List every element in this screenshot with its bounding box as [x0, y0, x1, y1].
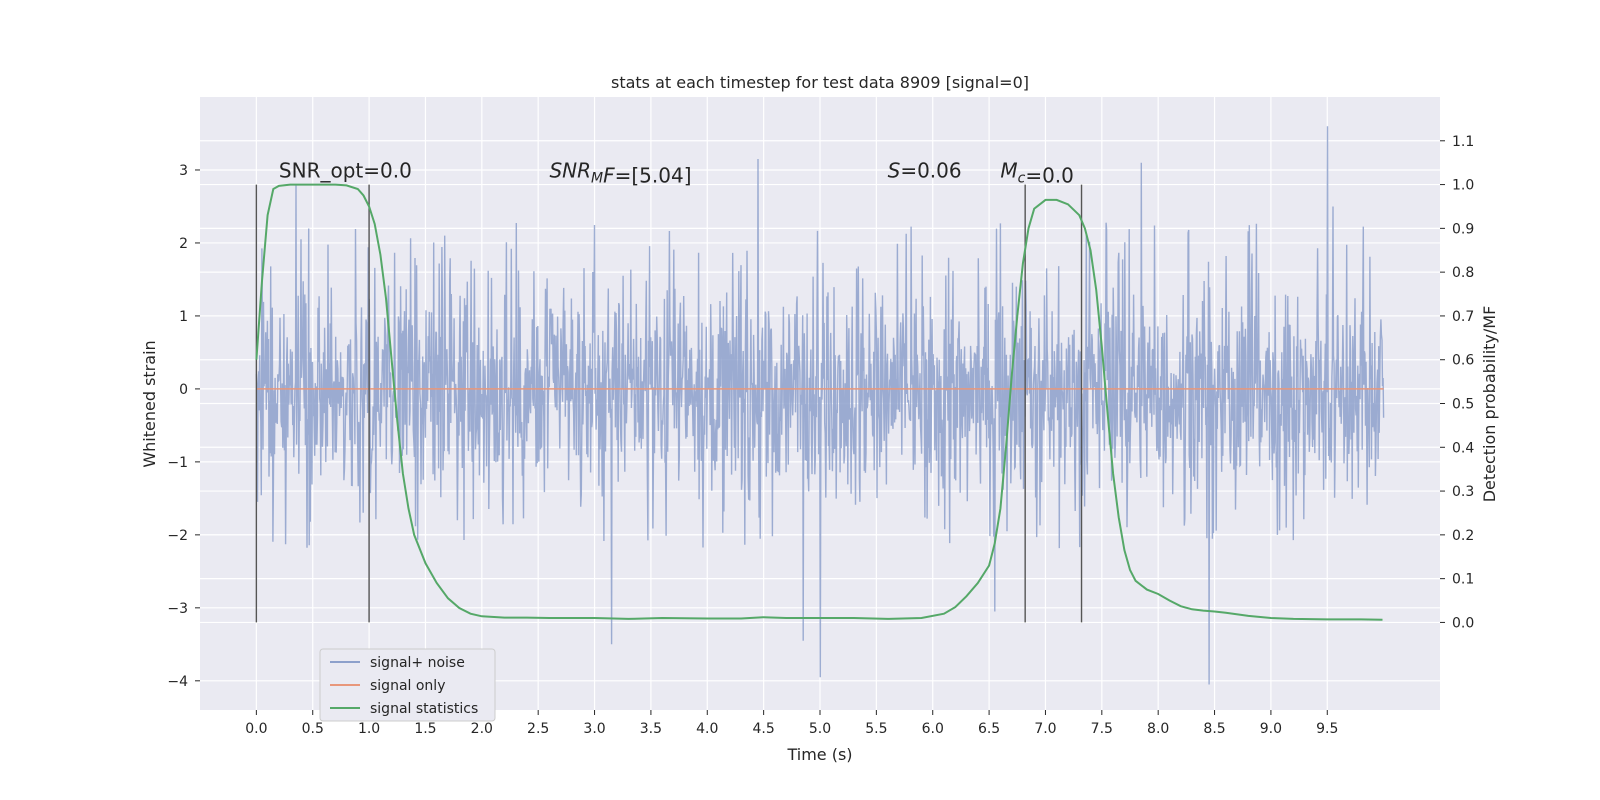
y-right-tick-label: 0.7 [1452, 309, 1474, 325]
y-right-axis-ticks: 0.0 0.1 0.2 0.3 0.4 0.5 0.6 0.7 0.8 0.9 1.0 1.1 [1440, 134, 1474, 631]
y-tick-label: 2 [179, 236, 188, 252]
y-axis-label: Whitened strain [140, 340, 159, 467]
x-tick-label: 1.0 [358, 721, 380, 737]
x-tick-label: 2.0 [471, 721, 493, 737]
series-line-signal-statistics [255, 183, 1383, 621]
y-tick-label: −4 [167, 674, 188, 690]
x-tick-label: 8.5 [1203, 721, 1225, 737]
y-right-tick-label: 1.0 [1452, 178, 1474, 194]
annotation-snr-opt: SNR_opt=0.0 [279, 158, 412, 182]
y-tick-label: 0 [179, 382, 188, 398]
chart-title: stats at each timestep for test data 890… [611, 73, 1029, 92]
x-tick-label: 3.0 [583, 721, 605, 737]
annotation-s-stat: S=0.06 [888, 158, 962, 182]
x-tick-label: 4.0 [696, 721, 718, 737]
x-tick-label: 3.5 [640, 721, 662, 737]
x-axis-label: Time (s) [786, 745, 852, 764]
y-right-axis-label: Detection probability/MF [1480, 306, 1499, 503]
y-right-tick-label: 0.0 [1452, 615, 1474, 631]
legend-box [319, 648, 496, 722]
legend-label-signal-plus-noise: signal+ noise [370, 655, 465, 671]
x-tick-label: 1.5 [414, 721, 436, 737]
y-tick-label: −1 [167, 455, 188, 471]
legend-label-signal-only: signal only [370, 678, 445, 694]
y-right-tick-label: 0.6 [1452, 353, 1474, 369]
y-right-tick-label: 1.1 [1452, 134, 1474, 150]
y-tick-label: −2 [167, 528, 188, 544]
x-tick-label: 5.0 [809, 721, 831, 737]
y-right-tick-label: 0.3 [1452, 484, 1474, 500]
y-tick-label: 3 [179, 163, 188, 179]
series-line-signal-plus-noise [255, 126, 1385, 685]
x-tick-label: 0.0 [245, 721, 267, 737]
y-right-tick-label: 0.1 [1452, 572, 1474, 588]
legend-label-signal-statistics: signal statistics [370, 701, 478, 717]
x-tick-label: 6.0 [922, 721, 944, 737]
x-tick-label: 5.5 [865, 721, 887, 737]
y-tick-label: 1 [179, 309, 188, 325]
x-tick-label: 7.5 [1091, 721, 1113, 737]
x-tick-label: 9.0 [1260, 721, 1282, 737]
x-tick-label: 4.5 [753, 721, 775, 737]
legend: signal+ noise signal only signal statist… [319, 648, 496, 722]
series-signal-plus-noise [255, 126, 1385, 685]
series-signal-statistics [255, 183, 1383, 621]
y-right-tick-label: 0.4 [1452, 440, 1474, 456]
y-right-tick-label: 0.8 [1452, 265, 1474, 281]
annotation-snr-mf: SNRMF=[5.04] [549, 158, 691, 187]
y-axis-ticks: −4 −3 −2 −1 0 1 2 3 [167, 163, 200, 690]
y-right-tick-label: 0.9 [1452, 221, 1474, 237]
annotation-mc: Mc=0.0 [1000, 158, 1074, 187]
x-tick-label: 2.5 [527, 721, 549, 737]
y-right-tick-label: 0.5 [1452, 397, 1474, 413]
x-tick-label: 7.0 [1034, 721, 1056, 737]
annotations: SNR_opt=0.0 SNRMF=[5.04] S=0.06 Mc=0.0 [279, 158, 1074, 187]
vertical-markers [255, 184, 1083, 623]
x-tick-label: 0.5 [302, 721, 324, 737]
y-right-tick-label: 0.2 [1452, 528, 1474, 544]
x-tick-label: 8.0 [1147, 721, 1169, 737]
x-tick-label: 9.5 [1316, 721, 1338, 737]
x-axis-ticks: 0.0 0.5 1.0 1.5 2.0 2.5 3.0 3.5 4.0 4.5 5.0 5.5 6.0 6… [245, 710, 1338, 737]
x-tick-label: 6.5 [978, 721, 1000, 737]
y-tick-label: −3 [167, 601, 188, 617]
